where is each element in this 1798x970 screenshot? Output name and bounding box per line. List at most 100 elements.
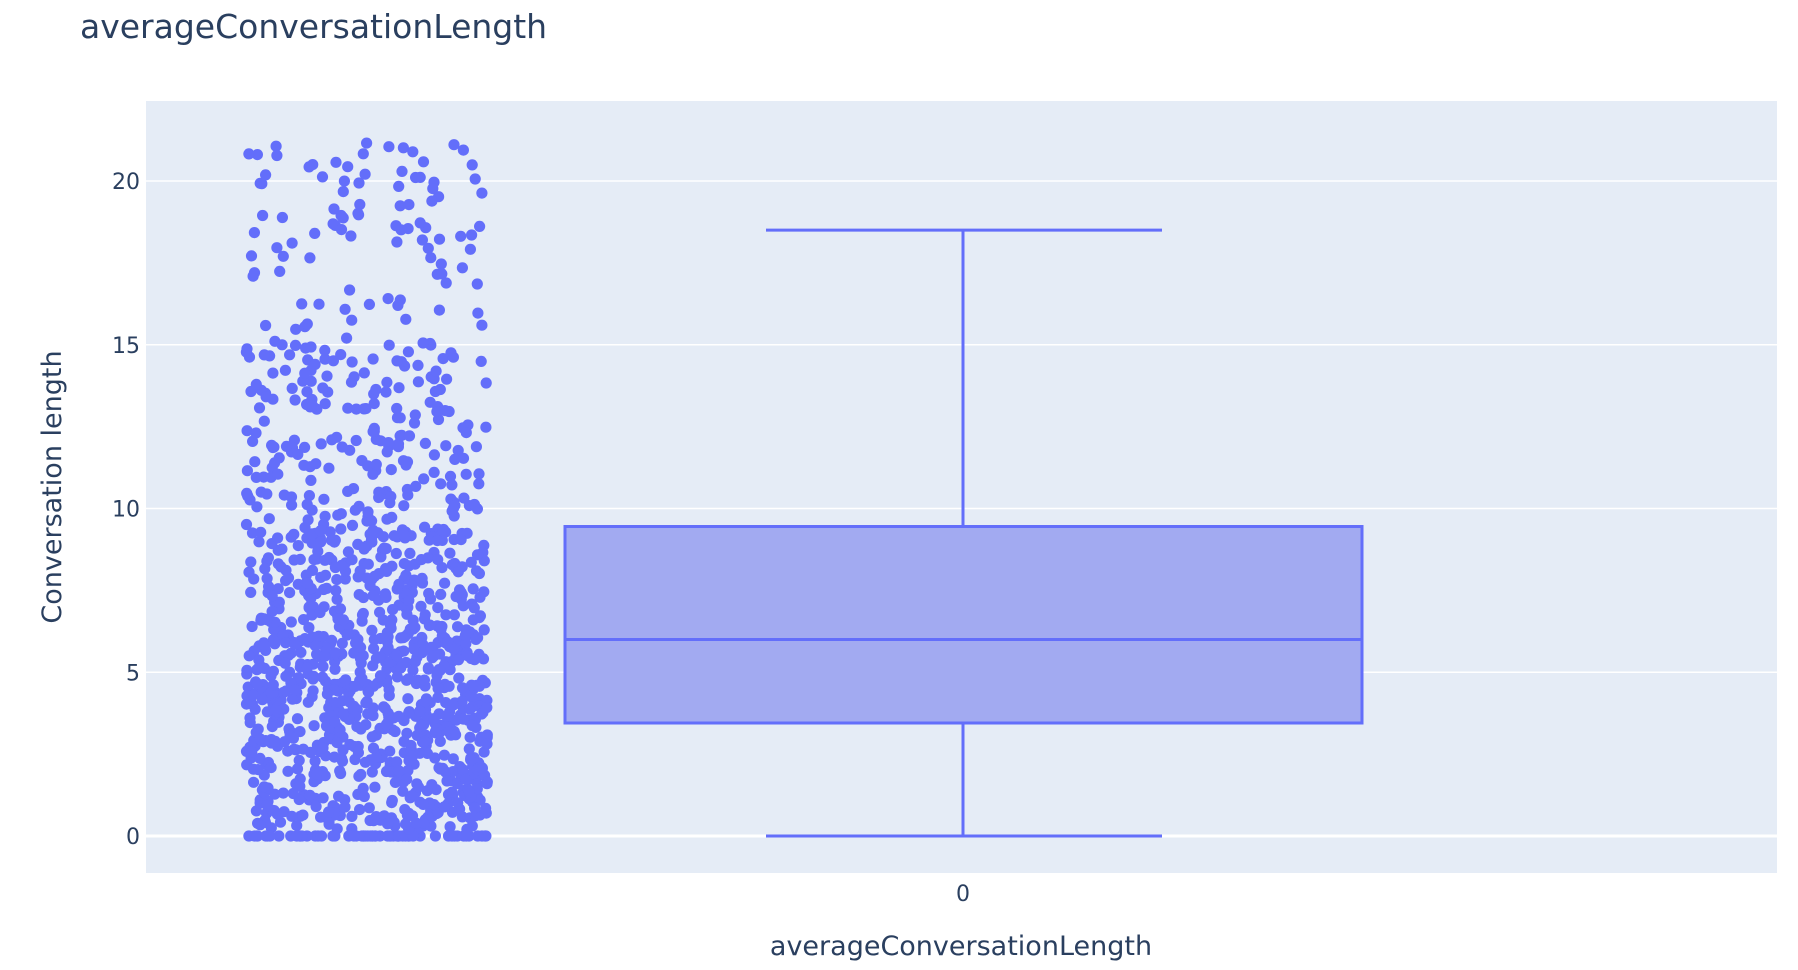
- data-point: [464, 703, 476, 715]
- data-point: [438, 801, 450, 813]
- data-point: [329, 663, 341, 675]
- data-point: [441, 373, 453, 385]
- data-point: [346, 519, 359, 532]
- data-point: [319, 770, 331, 782]
- data-point: [334, 765, 346, 777]
- data-point: [250, 427, 262, 439]
- data-point: [317, 792, 329, 804]
- data-point: [287, 787, 299, 800]
- data-point: [391, 756, 403, 768]
- data-point: [358, 790, 370, 803]
- data-point: [259, 563, 271, 575]
- iqr-box[interactable]: [563, 525, 1364, 725]
- data-point: [449, 453, 461, 465]
- data-point: [252, 817, 264, 829]
- box-series[interactable]: [563, 228, 1364, 838]
- data-point: [417, 156, 430, 168]
- data-point: [473, 478, 485, 490]
- data-point: [246, 620, 258, 633]
- data-point: [452, 566, 464, 578]
- data-point: [366, 766, 378, 778]
- data-point: [416, 234, 428, 246]
- data-point: [246, 527, 259, 539]
- data-point: [393, 578, 405, 590]
- data-point: [466, 229, 478, 241]
- data-point: [429, 830, 441, 842]
- data-point: [285, 616, 297, 628]
- data-point: [287, 732, 299, 744]
- data-point: [248, 267, 261, 279]
- data-point: [260, 319, 272, 332]
- data-point: [383, 683, 395, 696]
- data-point: [317, 742, 329, 754]
- data-point: [263, 581, 275, 593]
- data-point: [382, 293, 394, 305]
- data-point: [276, 339, 288, 351]
- data-point: [269, 457, 281, 469]
- data-point: [362, 506, 374, 518]
- data-point: [248, 776, 260, 788]
- data-point: [267, 367, 279, 379]
- data-point: [292, 540, 304, 552]
- data-point: [393, 382, 405, 394]
- data-point: [266, 605, 278, 618]
- data-point: [293, 754, 305, 767]
- data-point: [434, 664, 446, 677]
- data-point: [459, 629, 471, 641]
- data-point: [425, 252, 437, 264]
- data-point: [362, 558, 374, 570]
- data-point: [289, 394, 301, 406]
- data-point: [286, 382, 298, 394]
- data-point: [267, 634, 279, 646]
- data-point: [455, 534, 467, 546]
- data-point: [299, 521, 311, 534]
- data-point: [367, 742, 380, 754]
- data-point: [335, 224, 348, 236]
- data-point: [367, 353, 379, 365]
- data-point: [460, 773, 472, 786]
- data-point: [241, 343, 253, 355]
- data-point: [274, 265, 286, 277]
- data-point: [407, 664, 419, 676]
- data-point: [475, 355, 487, 367]
- data-point: [460, 468, 472, 480]
- data-point: [438, 749, 450, 761]
- data-point: [398, 735, 410, 748]
- data-point: [323, 806, 335, 818]
- data-point: [465, 754, 477, 766]
- data-point: [339, 801, 351, 813]
- data-point: [356, 615, 368, 627]
- data-point: [457, 713, 469, 725]
- data-point: [446, 479, 458, 491]
- data-point: [423, 587, 435, 600]
- data-point: [477, 653, 490, 665]
- data-point: [408, 417, 421, 429]
- data-point: [243, 566, 255, 578]
- data-point: [454, 803, 466, 815]
- data-point: [363, 802, 375, 814]
- data-point: [380, 591, 392, 604]
- data-point: [428, 650, 440, 662]
- data-point: [241, 487, 253, 499]
- data-point: [428, 713, 440, 725]
- data-point: [481, 701, 493, 714]
- data-point: [240, 518, 253, 531]
- data-point: [331, 737, 343, 749]
- data-point: [256, 694, 268, 706]
- data-point: [254, 752, 266, 765]
- data-point: [317, 382, 329, 394]
- data-point: [409, 656, 421, 668]
- data-point: [366, 731, 378, 743]
- data-point: [291, 830, 303, 842]
- data-point: [414, 217, 426, 229]
- data-point: [280, 637, 292, 649]
- data-point: [280, 440, 293, 452]
- data-point: [358, 543, 370, 555]
- data-point: [286, 499, 298, 511]
- data-point: [403, 199, 415, 211]
- data-point: [254, 733, 266, 745]
- data-point: [435, 622, 447, 634]
- data-point: [419, 437, 431, 449]
- data-point: [464, 243, 476, 255]
- data-point: [265, 762, 277, 774]
